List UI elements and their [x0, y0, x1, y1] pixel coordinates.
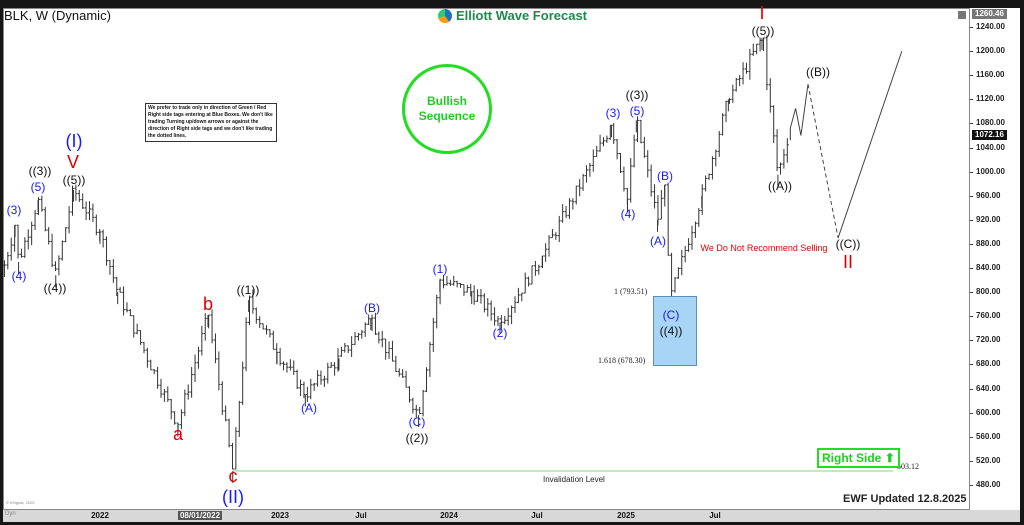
time-label: Jul	[355, 511, 367, 520]
wave-label: ((3))	[28, 164, 52, 178]
right-side-label: Right Side	[822, 451, 882, 465]
price-axis[interactable]: 1240.00 1200.00 1160.00 1120.00 1080.00 1040.…	[969, 8, 1020, 510]
trading-note: We prefer to trade only in direction of …	[145, 103, 277, 142]
wave-label: I	[759, 3, 765, 23]
wave-label: a	[172, 424, 184, 444]
time-axis[interactable]: Dyn 2022 08/01/2022 2023 Jul 2024 Jul 20…	[3, 510, 1020, 522]
price-tick: 840.00	[969, 263, 1001, 273]
brand-name: Elliott Wave Forecast	[456, 8, 587, 23]
price-tick: 960.00	[969, 190, 1001, 200]
price-tick: 640.00	[969, 383, 1001, 393]
wave-label: c	[228, 466, 238, 486]
time-label-cursor: 08/01/2022	[177, 511, 223, 520]
time-label: Jul	[531, 511, 543, 520]
wave-label: ((5))	[751, 24, 775, 38]
price-tick: 1000.00	[970, 166, 1005, 176]
time-label: 2023	[271, 511, 289, 520]
right-side-tag: Right Side ⬆	[817, 448, 900, 468]
wave-label: (5)	[629, 104, 645, 118]
invalidation-label: Invalidation Level	[543, 475, 605, 484]
wave-label: ((1))	[236, 283, 260, 297]
fib-1-label: 1 (793.51)	[614, 287, 648, 296]
wave-label: ((2))	[405, 431, 429, 445]
wave-label: b	[202, 294, 214, 314]
wave-label: (1)	[432, 262, 448, 276]
time-label: Jul	[709, 511, 721, 520]
brand-logo: Elliott Wave Forecast	[438, 8, 587, 23]
projection-dashed-path	[807, 84, 839, 239]
price-tick: 920.00	[969, 214, 1001, 224]
price-tick: 1040.00	[970, 142, 1005, 152]
price-tick: 680.00	[969, 359, 1001, 369]
time-label: 2024	[440, 511, 458, 520]
wave-label: V	[66, 152, 80, 172]
high-price-tag: 1260.46	[972, 9, 1007, 19]
price-tick: 560.00	[969, 431, 1001, 441]
price-tick: 800.00	[969, 287, 1001, 297]
invalidation-value: 503.12	[897, 462, 919, 471]
wave-label: (4)	[620, 207, 636, 221]
wave-label: (4)	[11, 269, 27, 283]
time-label: 2022	[91, 511, 109, 520]
wave-label: ((4))	[659, 324, 683, 338]
copyright: © eSignal, 2025	[6, 500, 35, 505]
wave-label: (B)	[364, 301, 380, 315]
wave-label: ((3))	[625, 88, 649, 102]
updated-stamp: EWF Updated 12.8.2025	[843, 493, 967, 505]
wave-label: ((C))	[835, 237, 861, 251]
blue-box-buy-zone	[653, 296, 697, 366]
price-tick: 520.00	[969, 455, 1001, 465]
projection-final-path	[837, 50, 903, 239]
wave-label: (I)	[65, 131, 83, 151]
bullish-sequence-badge: Bullish Sequence	[402, 64, 492, 154]
wave-label: (B)	[657, 169, 673, 183]
wave-label: (A)	[301, 401, 317, 415]
price-tick: 480.00	[969, 479, 1001, 489]
wave-label: ((B))	[806, 65, 830, 79]
wave-label: (3)	[605, 106, 621, 120]
price-tick: 1120.00	[969, 94, 1005, 104]
price-tick: 760.00	[969, 311, 1001, 321]
chart-title: BLK, W (Dynamic)	[4, 8, 111, 23]
price-tick: 880.00	[969, 238, 1001, 248]
wave-label: (C)	[662, 308, 680, 322]
wave-label: ((5))	[62, 173, 86, 187]
price-tick: 1200.00	[970, 46, 1005, 56]
restore-icon[interactable]	[958, 11, 966, 19]
projection-path	[789, 84, 809, 136]
price-tick: 720.00	[969, 335, 1001, 345]
last-price-tag: 1072.16	[972, 130, 1007, 140]
wave-label: ((4))	[43, 281, 67, 295]
wave-label: ((A))	[768, 179, 792, 193]
ewf-logo-icon	[438, 8, 452, 23]
up-arrow-icon: ⬆	[884, 451, 895, 465]
price-tick: 1160.00	[969, 70, 1005, 80]
price-tick: 1080.00	[970, 118, 1005, 128]
wave-label: (2)	[492, 326, 508, 340]
dyn-button[interactable]: Dyn	[5, 511, 16, 517]
wave-label: (A)	[650, 234, 666, 248]
wave-label: (3)	[6, 203, 22, 217]
wave-label: (II)	[222, 487, 244, 507]
price-tick: 600.00	[969, 407, 1001, 417]
no-sell-note: We Do Not Recommend Selling	[700, 243, 828, 253]
fib-1618-label: 1.618 (678.30)	[598, 356, 646, 365]
wave-label: II	[842, 252, 854, 272]
wave-label: (C)	[408, 415, 426, 429]
price-tick: 1240.00	[970, 22, 1005, 31]
time-label: 2025	[617, 511, 635, 520]
wave-label: (5)	[30, 180, 46, 194]
